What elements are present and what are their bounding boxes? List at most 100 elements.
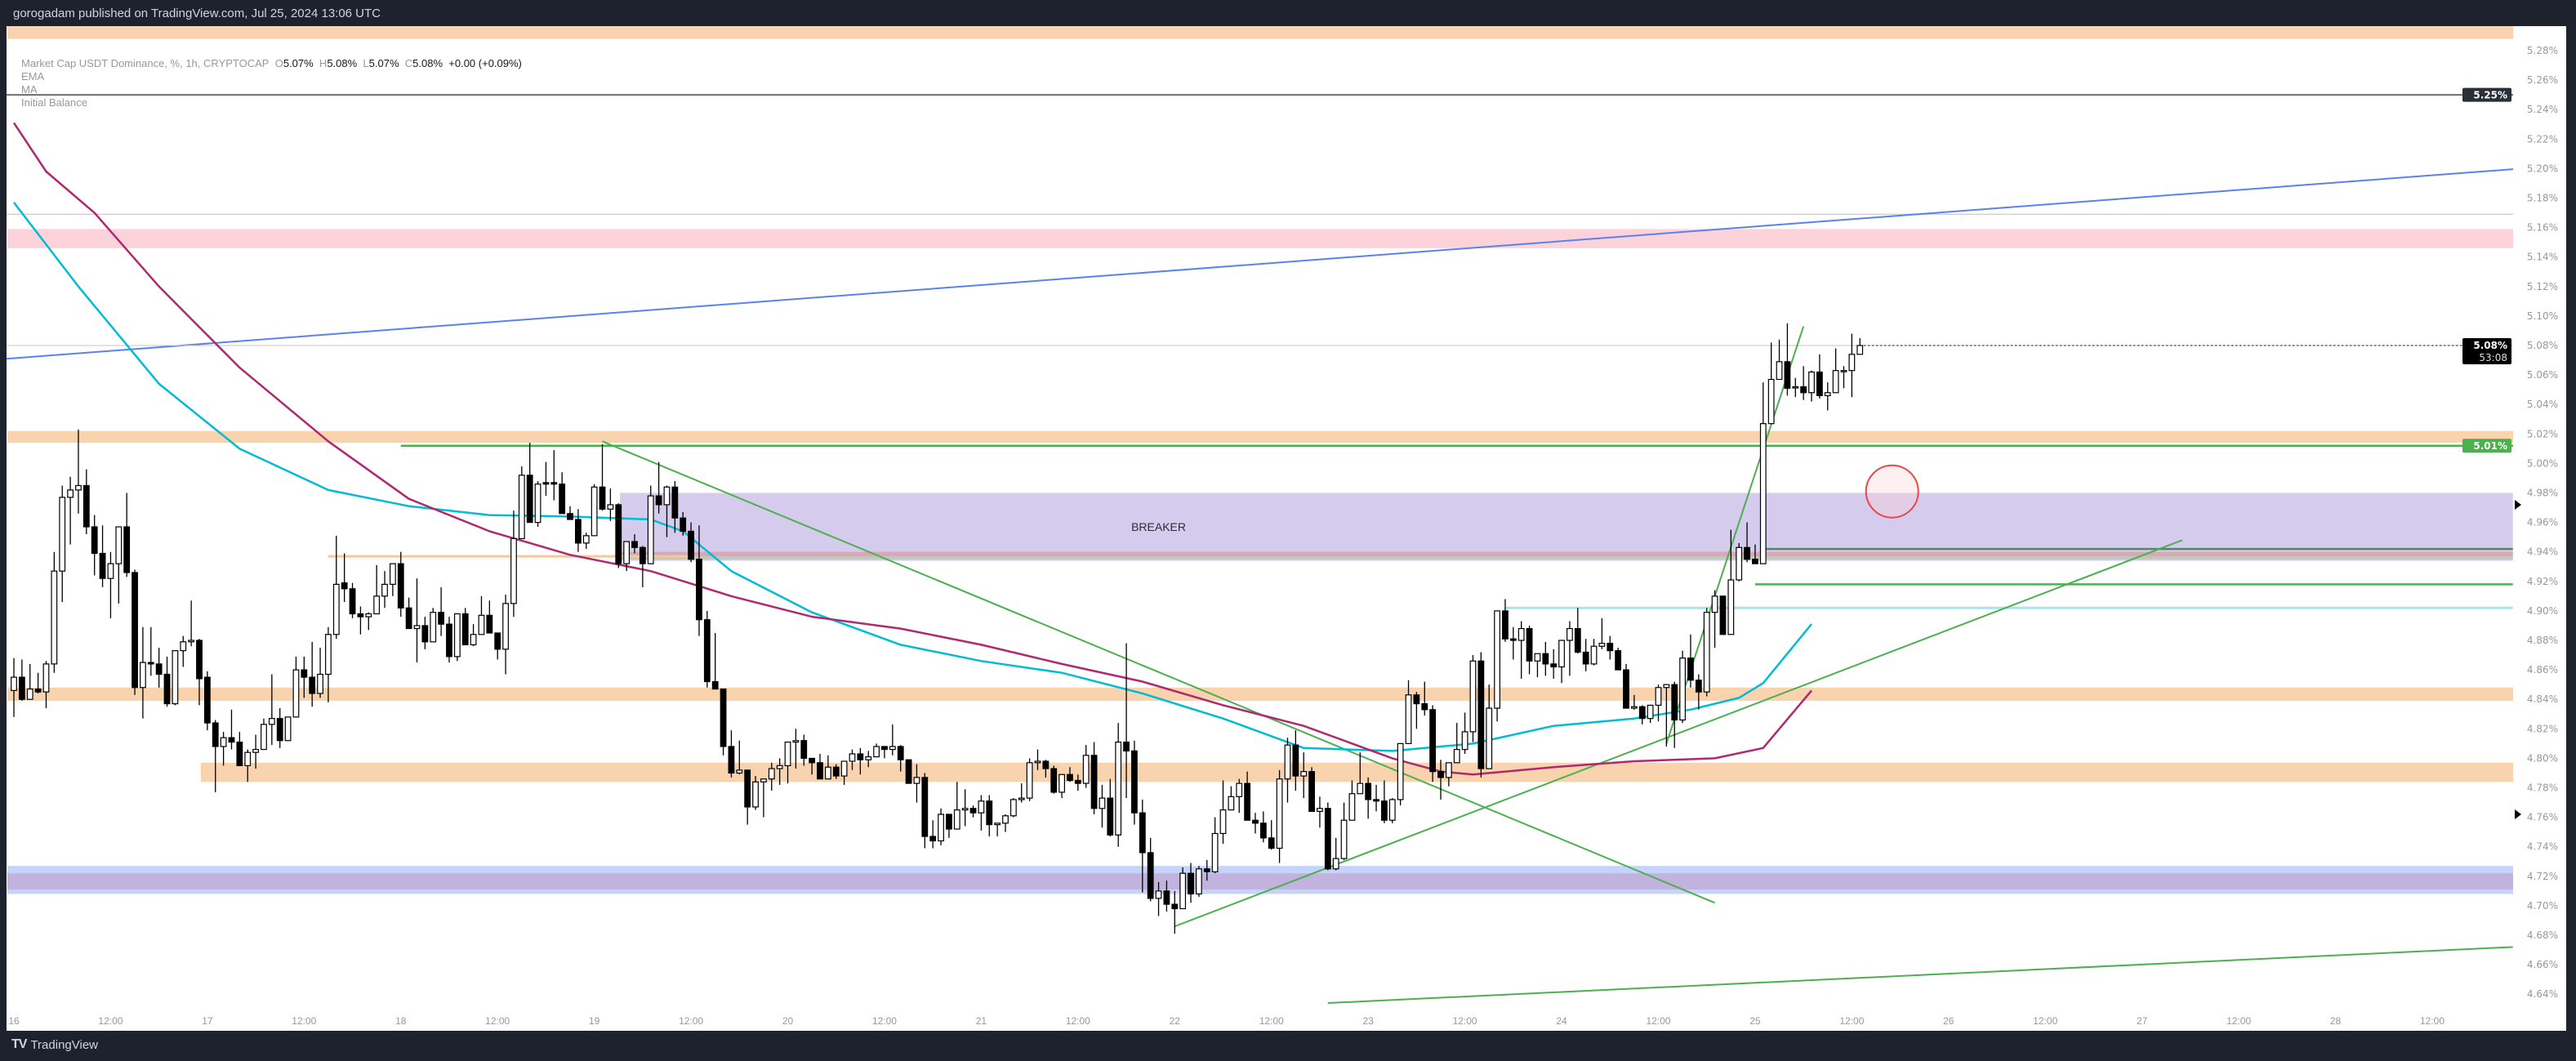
- candle: [163, 656, 171, 707]
- legend-indicator-initial-balance[interactable]: Initial Balance: [21, 96, 87, 109]
- candle-body-down: [99, 552, 106, 579]
- price-badge-countdown: 53:08: [2479, 352, 2507, 363]
- candle-body-up: [647, 495, 654, 564]
- candle: [567, 506, 573, 520]
- candle: [1437, 760, 1444, 800]
- time-tick-label: 12:00: [2226, 1015, 2251, 1027]
- candle: [107, 551, 114, 618]
- candle: [1058, 773, 1066, 799]
- candle-body-up: [1486, 707, 1493, 769]
- candle: [969, 805, 977, 818]
- candle: [292, 656, 300, 718]
- price-badge-text: 5.25%: [2473, 90, 2507, 101]
- candle-body-down: [1429, 709, 1437, 773]
- candle-body-up: [663, 486, 671, 506]
- candle: [365, 612, 372, 631]
- candle-body-down: [1574, 627, 1581, 653]
- time-tick-label: 12:00: [2420, 1015, 2445, 1027]
- candle-body-down: [929, 836, 937, 842]
- candle-body-up: [1002, 815, 1009, 824]
- candle-body-up: [365, 613, 372, 617]
- candle: [1824, 382, 1831, 411]
- candle-body-up: [784, 741, 791, 767]
- price-tick-label: 4.80%: [2527, 752, 2558, 764]
- legend-indicator-ema[interactable]: EMA: [21, 70, 45, 82]
- candle: [1244, 771, 1251, 821]
- candle: [1292, 730, 1299, 791]
- candle: [1115, 723, 1122, 847]
- candle-body-up: [188, 640, 195, 643]
- time-tick-label: 12:00: [1259, 1015, 1284, 1027]
- legend-low-label: L: [363, 57, 369, 69]
- candle-body-up: [623, 541, 631, 564]
- candle-body-up: [1211, 832, 1219, 872]
- candle: [284, 716, 292, 742]
- candle-body-down: [671, 486, 679, 519]
- candle-body-down: [639, 546, 646, 564]
- candle: [1638, 705, 1646, 724]
- time-tick-label: 12:00: [2033, 1015, 2057, 1027]
- candle: [776, 758, 783, 785]
- candle: [510, 510, 517, 617]
- candle: [647, 485, 654, 564]
- legend-indicator-ma[interactable]: MA: [21, 83, 38, 96]
- candle: [1687, 634, 1694, 688]
- candle-body-up: [1494, 610, 1500, 709]
- candle-body-down: [688, 530, 694, 560]
- candle-body-up: [478, 614, 485, 635]
- chart-panel[interactable]: BREAKER 5.28% 5.26% 5.24% 5.22% 5.20% 5.18% 5.1…: [7, 26, 2566, 1031]
- candle: [1711, 590, 1718, 649]
- series-ema-line: [13, 202, 1812, 752]
- candle-body-down: [1259, 822, 1267, 839]
- time-tick-label: 26: [1943, 1015, 1954, 1027]
- candle: [1856, 337, 1864, 355]
- candle: [91, 515, 98, 576]
- candle: [1123, 643, 1130, 799]
- candle: [639, 546, 646, 588]
- candle: [953, 782, 960, 830]
- candle-body-down: [421, 625, 429, 643]
- candle-body-down: [1509, 638, 1517, 641]
- candle-body-up: [413, 625, 421, 630]
- candle: [849, 749, 856, 770]
- candle-body-up: [1655, 687, 1662, 707]
- green-downtrend: [602, 440, 1715, 904]
- candle: [1542, 641, 1549, 676]
- candle: [1268, 820, 1275, 850]
- candle: [1752, 544, 1758, 564]
- candle-body-up: [26, 688, 33, 700]
- candle-body-up: [1824, 392, 1831, 396]
- candle-body-down: [1042, 760, 1050, 769]
- candlestick-chart[interactable]: BREAKER 5.28% 5.26% 5.24% 5.22% 5.20% 5.18% 5.1…: [7, 26, 2566, 1031]
- candle-body-down: [599, 486, 606, 510]
- candle-body-down: [461, 613, 469, 646]
- candle-body-up: [1840, 370, 1847, 372]
- price-badge-bg: [2462, 87, 2511, 102]
- candle: [1308, 767, 1315, 812]
- candle-body-down: [574, 519, 582, 544]
- price-badge-text: 5.08%: [2473, 340, 2507, 351]
- candle-body-down: [1638, 706, 1646, 720]
- candle-body-up: [736, 769, 743, 774]
- candle-body-down: [1615, 650, 1622, 671]
- candle: [703, 610, 711, 688]
- candle-body-up: [107, 563, 114, 579]
- candle: [413, 578, 421, 663]
- candle: [1179, 867, 1187, 910]
- candle-body-down: [857, 753, 864, 760]
- legend-symbol-row[interactable]: Market Cap USDT Dominance, %, 1h, CRYPTO…: [21, 57, 522, 70]
- candle: [550, 450, 558, 501]
- price-tick-label: 4.82%: [2527, 723, 2558, 734]
- candle-body-down: [1784, 361, 1791, 389]
- price-badge-bg: [2462, 439, 2511, 453]
- candle-body-up: [994, 822, 1001, 826]
- footer-brand[interactable]: TV TradingView: [11, 1037, 98, 1052]
- candle: [1139, 799, 1146, 893]
- candle: [430, 608, 437, 643]
- pink-zone: [7, 229, 2513, 248]
- candle-body-up: [42, 663, 50, 693]
- candle-body-down: [1373, 799, 1379, 802]
- candle-body-down: [405, 607, 412, 630]
- candle-body-up: [1776, 361, 1783, 381]
- legend-high-label: H: [319, 57, 328, 69]
